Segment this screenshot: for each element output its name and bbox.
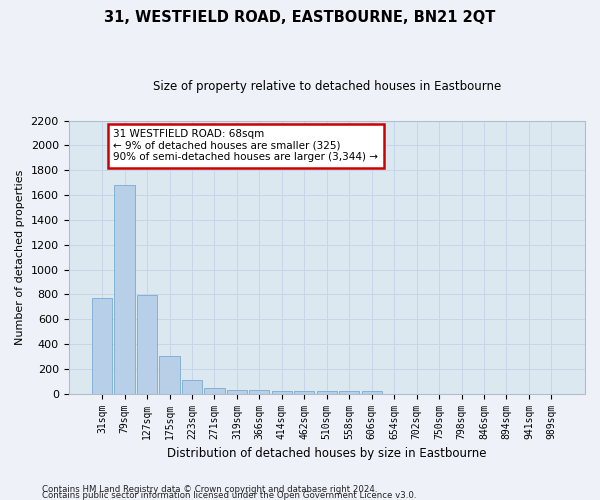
X-axis label: Distribution of detached houses by size in Eastbourne: Distribution of detached houses by size … [167,447,487,460]
Bar [339,392,359,394]
Text: Contains HM Land Registry data © Crown copyright and database right 2024.: Contains HM Land Registry data © Crown c… [42,484,377,494]
Bar [205,388,224,394]
Bar [92,298,112,394]
Text: Contains public sector information licensed under the Open Government Licence v3: Contains public sector information licen… [42,490,416,500]
Bar [227,390,247,394]
Title: Size of property relative to detached houses in Eastbourne: Size of property relative to detached ho… [152,80,501,93]
Text: 31, WESTFIELD ROAD, EASTBOURNE, BN21 2QT: 31, WESTFIELD ROAD, EASTBOURNE, BN21 2QT [104,10,496,25]
Bar [115,185,134,394]
Text: 31 WESTFIELD ROAD: 68sqm
← 9% of detached houses are smaller (325)
90% of semi-d: 31 WESTFIELD ROAD: 68sqm ← 9% of detache… [113,129,379,162]
Bar [182,380,202,394]
Bar [160,356,179,394]
Y-axis label: Number of detached properties: Number of detached properties [15,170,25,345]
Bar [272,390,292,394]
Bar [137,295,157,394]
Bar [249,390,269,394]
Bar [294,391,314,394]
Bar [317,391,337,394]
Bar [362,391,382,394]
